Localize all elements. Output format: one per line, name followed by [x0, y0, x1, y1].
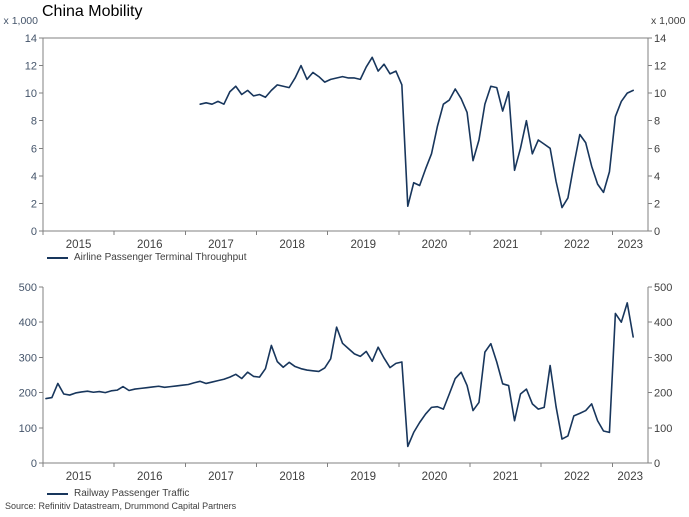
- legend-airline: Airline Passenger Terminal Throughput: [47, 252, 247, 263]
- x-tick-label: 2019: [350, 471, 376, 483]
- legend-airline-label: Airline Passenger Terminal Throughput: [74, 252, 247, 263]
- y-tick-label-right: 12: [654, 61, 666, 73]
- railway-chart: 0 0 100 100 200 200 300 300 400 400 500 500 2015 2016…: [19, 282, 673, 483]
- legend-railway-label: Railway Passenger Traffic: [74, 488, 190, 499]
- y-tick-label-left: 400: [19, 317, 37, 329]
- y-tick-label-left: 10: [25, 88, 37, 100]
- x-tick-label: 2018: [279, 239, 305, 251]
- y-tick-label-right: 4: [654, 171, 660, 183]
- x-tick-label: 2018: [279, 471, 305, 483]
- y-tick-label-right: 2: [654, 198, 660, 210]
- y-tick-label-left: 6: [31, 143, 37, 155]
- y-tick-label-left: 200: [19, 388, 37, 400]
- y-tick-label-right: 200: [654, 388, 672, 400]
- x-tick-label: 2016: [137, 471, 163, 483]
- y-tick-label-right: 14: [654, 33, 666, 45]
- y-tick-label-left: 0: [31, 458, 37, 470]
- legend-railway: Railway Passenger Traffic: [47, 488, 189, 499]
- x-tick-label: 2016: [137, 239, 163, 251]
- y-tick-label-right: 0: [654, 226, 660, 238]
- y-tick-label-left: 300: [19, 352, 37, 364]
- x-tick-label: 2021: [493, 239, 519, 251]
- x-tick-label: 2019: [350, 239, 376, 251]
- x-tick-label: 2020: [422, 239, 448, 251]
- source-note: Source: Refinitiv Datastream, Drummond C…: [5, 501, 237, 511]
- airline-series-line: [199, 56, 634, 209]
- right-axis-unit-label: x 1,000: [651, 15, 686, 27]
- x-tick-label: 2022: [564, 471, 590, 483]
- railway-line-swatch: [47, 492, 68, 495]
- y-tick-label-right: 10: [654, 88, 666, 100]
- x-tick-label: 2015: [66, 239, 92, 251]
- y-tick-label-left: 0: [31, 226, 37, 238]
- x-tick-label: 2021: [493, 471, 519, 483]
- x-tick-label: 2023: [617, 471, 643, 483]
- x-tick-label: 2015: [66, 471, 92, 483]
- y-tick-label-right: 500: [654, 282, 672, 294]
- y-tick-label-left: 500: [19, 282, 37, 294]
- x-tick-label: 2022: [564, 239, 590, 251]
- railway-series-line: [45, 302, 634, 448]
- left-axis-unit-label: x 1,000: [3, 15, 38, 27]
- y-tick-label-left: 2: [31, 198, 37, 210]
- y-tick-label-right: 300: [654, 352, 672, 364]
- y-tick-label-left: 4: [31, 171, 37, 183]
- y-tick-label-right: 100: [654, 423, 672, 435]
- y-tick-label-right: 0: [654, 458, 660, 470]
- y-tick-label-right: 400: [654, 317, 672, 329]
- y-tick-label-right: 6: [654, 143, 660, 155]
- y-tick-label-left: 12: [25, 61, 37, 73]
- x-tick-label: 2020: [422, 471, 448, 483]
- airline-line-swatch: [47, 256, 68, 259]
- x-tick-label: 2017: [208, 471, 234, 483]
- airline-chart: 0 0 2 2 4 4 6 6 8 8 10 10 12 12 14 14 2015 2016 2017 2018 20…: [25, 33, 667, 251]
- y-tick-label-left: 100: [19, 423, 37, 435]
- y-tick-label-left: 8: [31, 116, 37, 128]
- figure-title: China Mobility: [42, 3, 143, 20]
- y-tick-label-left: 14: [25, 33, 37, 45]
- x-tick-label: 2023: [617, 239, 643, 251]
- y-tick-label-right: 8: [654, 116, 660, 128]
- x-tick-label: 2017: [208, 239, 234, 251]
